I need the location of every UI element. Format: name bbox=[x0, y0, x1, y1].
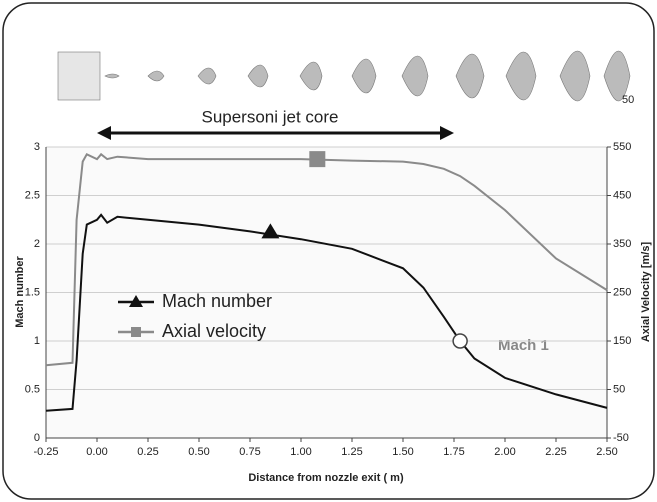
x-tick-label: 1.00 bbox=[290, 446, 311, 458]
y2-tick-label: 550 bbox=[613, 141, 631, 153]
y2-tick-label: 150 bbox=[613, 335, 631, 347]
marker-square bbox=[309, 151, 326, 168]
y2-tick-label: -50 bbox=[613, 432, 629, 444]
y-tick-label: 2.5 bbox=[25, 189, 40, 201]
legend-label: Mach number bbox=[162, 291, 272, 311]
y2-tick-label: 450 bbox=[613, 189, 631, 201]
y-tick-label: 0.5 bbox=[25, 383, 40, 395]
annotation: Mach 1 bbox=[498, 337, 549, 354]
marker-triangle bbox=[261, 223, 280, 239]
y-tick-label: 0 bbox=[34, 432, 40, 444]
x-tick-label: 1.75 bbox=[443, 446, 464, 458]
y2-axis-label: Axial Velocity [m/s] bbox=[640, 242, 652, 343]
arrow-head bbox=[97, 126, 111, 140]
y2-tick-label: 350 bbox=[613, 238, 631, 250]
x-tick-label: 0.50 bbox=[188, 446, 209, 458]
legend-marker bbox=[131, 327, 141, 337]
x-tick-label: 0.00 bbox=[86, 446, 107, 458]
legend-label: Axial velocity bbox=[162, 321, 266, 341]
x-tick-label: 0.75 bbox=[239, 446, 260, 458]
annotation: Supersoni jet core bbox=[201, 107, 338, 126]
y-tick-label: 2 bbox=[34, 238, 40, 250]
x-tick-label: 1.25 bbox=[341, 446, 362, 458]
x-tick-label: -0.25 bbox=[33, 446, 58, 458]
y-axis-label: Mach number bbox=[14, 256, 26, 328]
y-tick-label: 3 bbox=[34, 141, 40, 153]
x-tick-label: 0.25 bbox=[137, 446, 158, 458]
x-axis-label: Distance from nozzle exit ( m) bbox=[248, 472, 404, 484]
mach-one-point bbox=[452, 333, 468, 349]
y2-tick-label: 50 bbox=[613, 383, 625, 395]
x-tick-label: 1.50 bbox=[392, 446, 413, 458]
x-tick-label: 2.00 bbox=[494, 446, 515, 458]
legend-marker bbox=[129, 295, 143, 307]
annotation: 50 bbox=[622, 94, 634, 106]
arrow-head bbox=[440, 126, 454, 140]
series-line bbox=[45, 213, 608, 412]
jet-profile-strip bbox=[57, 51, 631, 101]
y-tick-label: 1 bbox=[34, 335, 40, 347]
x-tick-label: 2.50 bbox=[596, 446, 617, 458]
x-tick-label: 2.25 bbox=[545, 446, 566, 458]
series-line bbox=[45, 152, 608, 367]
core-arrow bbox=[97, 126, 454, 140]
y2-tick-label: 250 bbox=[613, 286, 631, 298]
y-tick-label: 1.5 bbox=[25, 286, 40, 298]
